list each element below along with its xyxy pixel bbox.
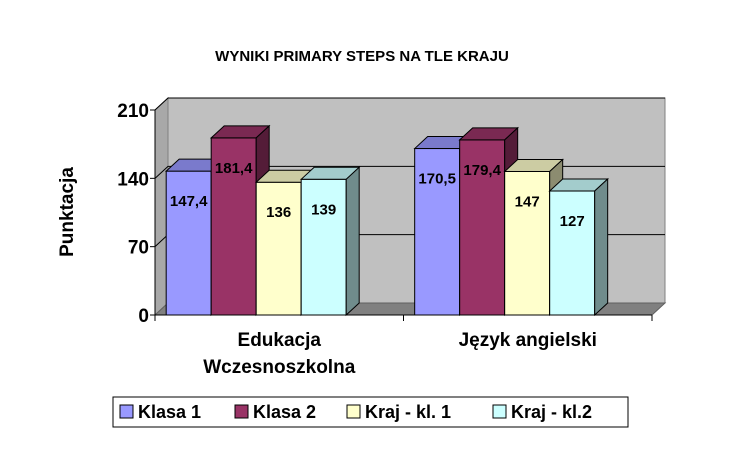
bar-front [300,178,347,316]
chart-title: WYNIKI PRIMARY STEPS NA TLE KRAJU [215,48,509,65]
legend-box [112,396,629,428]
x-category-label: Język angielski [459,330,597,351]
legend-swatch [492,404,507,419]
legend-swatch [234,404,249,419]
bar-front [255,181,302,316]
data-label: 181,4 [215,160,253,177]
data-label: 170,5 [418,171,456,188]
y-tick-label: 210 [117,101,149,122]
x-category-label: Edukacja Wczesnoszkolna [203,330,355,378]
bar-side [594,177,609,317]
bar-front [459,139,506,316]
bar-front [504,171,551,316]
bar [548,177,609,317]
bar-side [345,166,360,317]
plot-area: 0 70 140 210 147,4 181,4 136 139 Edukacja Wczesno… [117,96,667,378]
y-tick-label: 70 [128,238,149,259]
y-axis-label: Punktacja [57,167,78,257]
legend-label: Kraj - kl. 1 [365,402,451,422]
x-category-label-line: Język angielski [459,330,597,351]
legend-swatch [346,404,361,419]
bar-front [414,148,461,316]
y-tick-label: 0 [138,306,149,327]
x-category-label-line: Edukacja [238,330,322,351]
y-tick-label: 140 [117,169,149,190]
bar-front [549,190,596,316]
bar-front [165,170,212,316]
data-label: 147,4 [170,193,208,210]
data-label: 139 [311,201,336,218]
data-label: 179,4 [463,162,501,179]
data-label: 127 [560,213,585,230]
legend: Klasa 1 Klasa 2 Kraj - kl. 1 Kraj - kl.2 [112,396,629,428]
x-category-label-line: Wczesnoszkolna [203,357,355,378]
legend-label: Kraj - kl.2 [511,402,592,422]
gridline [154,97,665,111]
legend-swatch [119,404,134,419]
legend-label: Klasa 1 [138,402,201,422]
data-label: 147 [515,194,540,211]
data-label: 136 [266,204,291,221]
legend-label: Klasa 2 [253,402,316,422]
bar [299,166,361,317]
bar-front [210,137,257,316]
